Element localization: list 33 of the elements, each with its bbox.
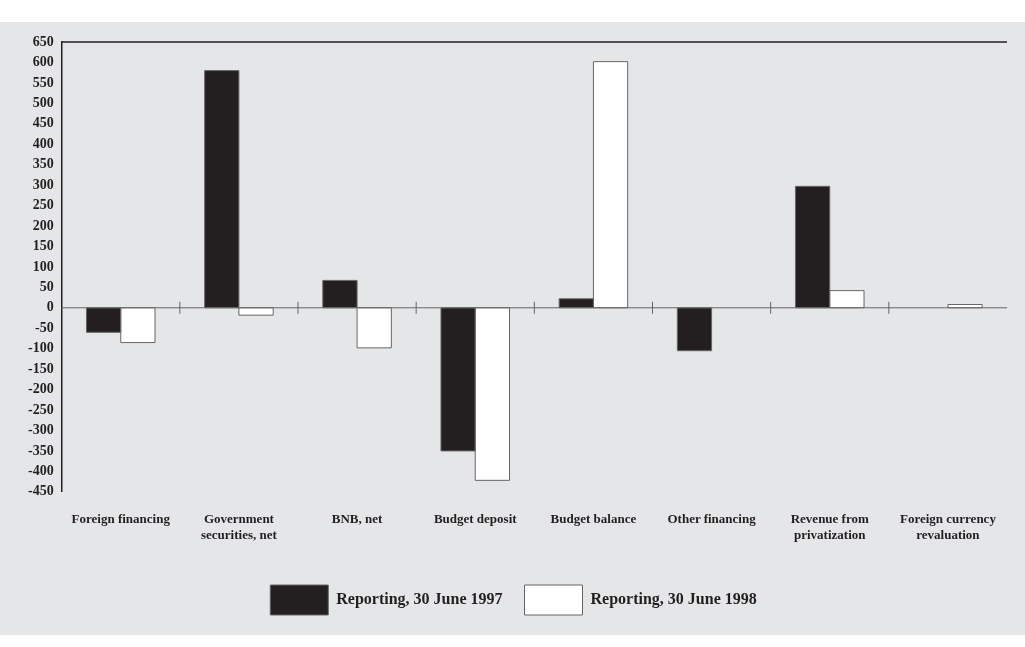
y-tick-label: 350	[32, 156, 54, 172]
legend-label: Reporting, 30 June 1997	[336, 590, 503, 609]
x-tick-label: Revenue from privatization	[790, 510, 869, 542]
y-tick-label: 0	[46, 299, 54, 315]
y-tick-label: 550	[32, 74, 54, 90]
y-tick-label: -150	[27, 360, 54, 376]
y-tick-label: 600	[32, 54, 54, 70]
y-tick-label: -400	[27, 462, 54, 478]
x-tick-label: Foreign currency revaluation	[899, 510, 997, 542]
y-tick-label: -350	[27, 442, 54, 458]
y-tick-label: 100	[32, 258, 54, 274]
y-tick-label: 300	[32, 176, 54, 192]
y-tick-label: 50	[39, 278, 54, 294]
y-tick-label: -200	[27, 381, 54, 397]
y-tick-label: 500	[32, 94, 54, 110]
x-tick-label: Foreign financing	[71, 510, 171, 526]
y-tick-label: 150	[32, 238, 54, 254]
y-tick-label: -250	[27, 401, 54, 417]
x-tick-label: Other financing	[667, 510, 757, 526]
x-tick-label: BNB, net	[331, 510, 384, 526]
y-tick-label: -100	[27, 340, 54, 356]
legend-label: Reporting, 30 June 1998	[590, 590, 757, 609]
y-tick-label: 250	[32, 197, 54, 213]
x-tick-label: Government securities, net	[201, 510, 278, 542]
x-tick-label: Budget balance	[550, 510, 637, 526]
y-tick-label: 650	[32, 33, 54, 49]
y-tick-label: 450	[32, 115, 54, 131]
x-tick-label: Budget deposit	[433, 510, 518, 526]
y-tick-label: -50	[34, 319, 54, 335]
y-tick-label: -300	[27, 422, 54, 438]
y-tick-label: 400	[32, 135, 54, 151]
y-tick-label: 200	[32, 217, 54, 233]
y-tick-label: -450	[27, 483, 54, 499]
